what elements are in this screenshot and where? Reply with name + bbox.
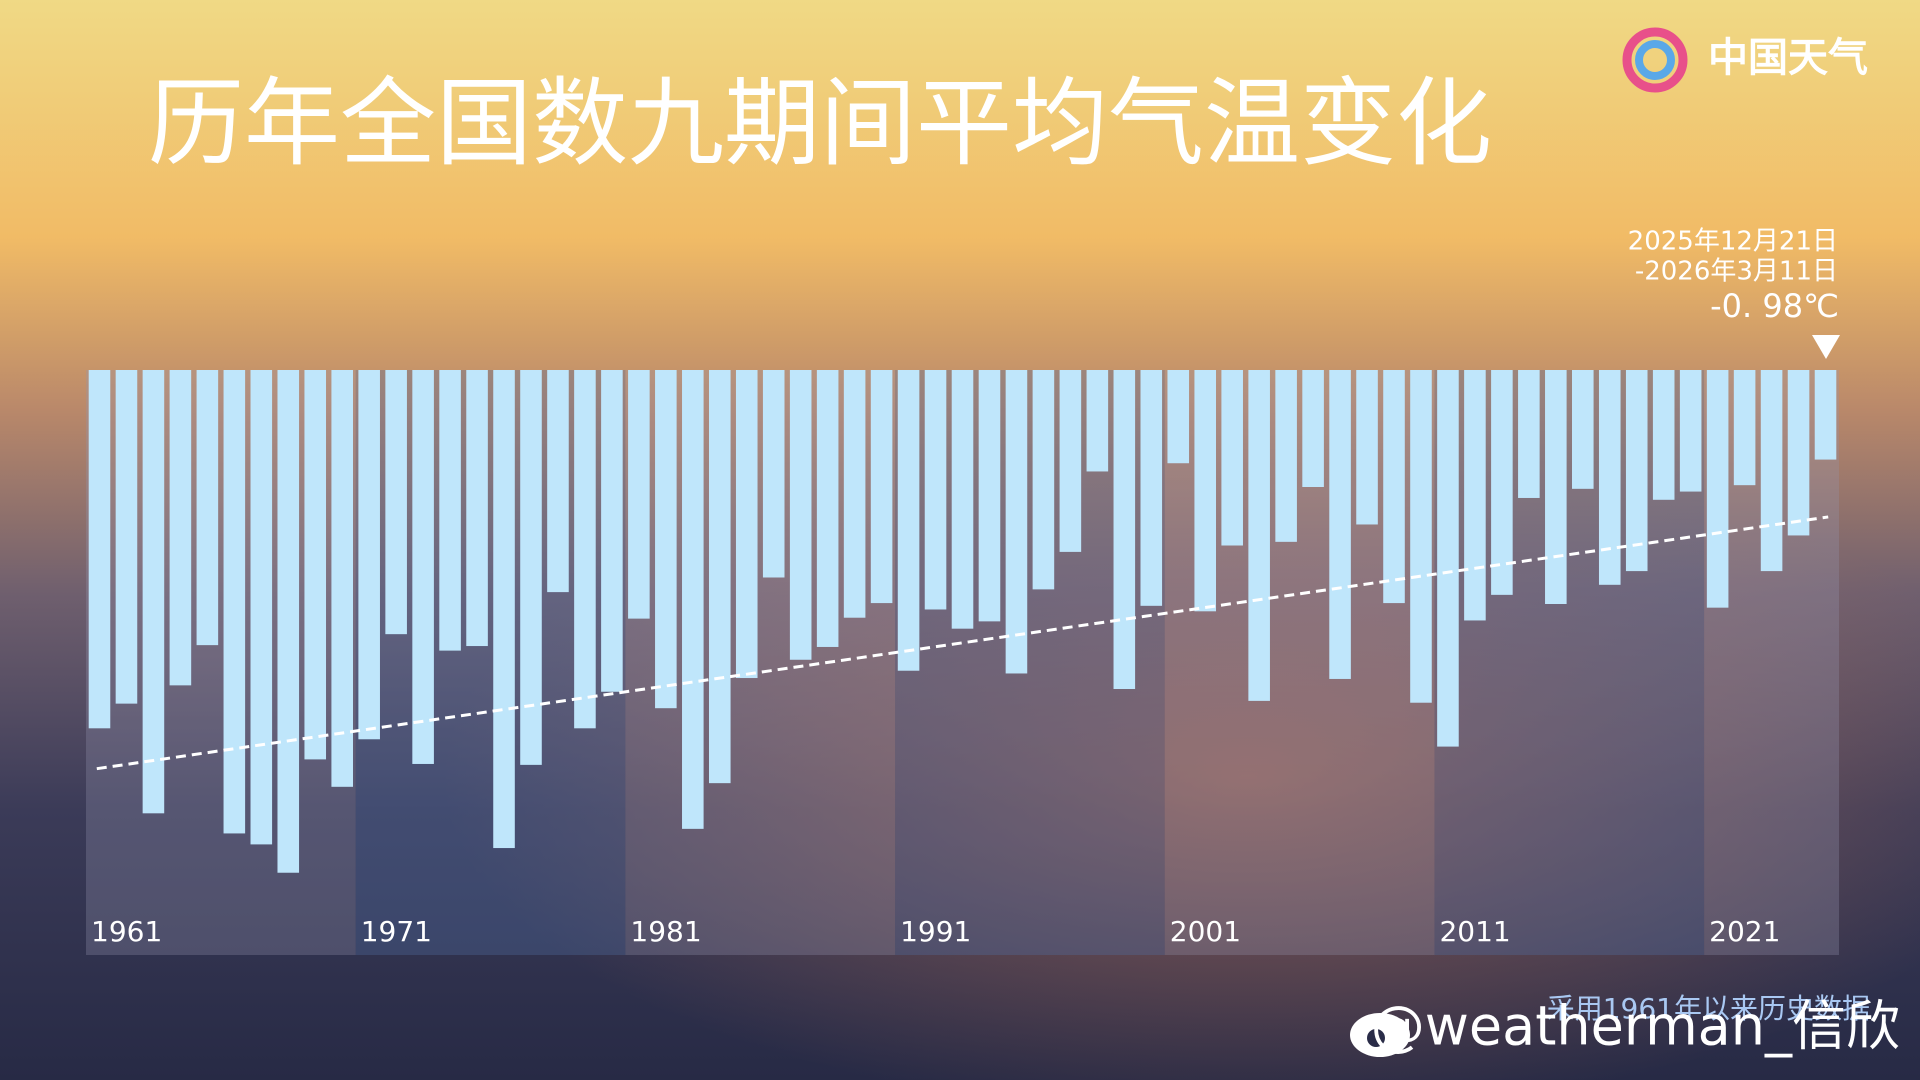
x-tick-label: 1991 bbox=[900, 915, 971, 948]
bar bbox=[1329, 370, 1351, 679]
pointer bbox=[1812, 335, 1840, 359]
bar bbox=[412, 370, 434, 764]
x-tick-label: 2001 bbox=[1170, 915, 1241, 948]
bar bbox=[1140, 370, 1163, 606]
bar bbox=[223, 370, 246, 834]
annotation: 2025年12月21日 bbox=[1628, 227, 1838, 257]
bar bbox=[1598, 370, 1621, 585]
x-tick-label: 2011 bbox=[1439, 915, 1510, 948]
bar bbox=[385, 370, 407, 635]
x-tick-label: 1961 bbox=[91, 915, 162, 948]
bar bbox=[466, 370, 488, 647]
bar bbox=[1194, 370, 1217, 612]
x-tick-label: 1981 bbox=[630, 915, 701, 948]
bar bbox=[358, 370, 380, 740]
bar bbox=[1572, 370, 1594, 489]
logo-icon-inner bbox=[1635, 40, 1675, 80]
logo-icon bbox=[1622, 27, 1688, 93]
bar bbox=[1383, 370, 1405, 604]
bar bbox=[978, 370, 1001, 622]
bar bbox=[1733, 370, 1756, 486]
bar bbox=[574, 370, 596, 729]
bar bbox=[493, 370, 515, 849]
x-tick-label: 2021 bbox=[1709, 915, 1780, 948]
bar bbox=[1518, 370, 1540, 498]
bar bbox=[115, 370, 138, 704]
bar bbox=[1679, 370, 1702, 492]
bar bbox=[870, 370, 893, 604]
bar bbox=[1302, 370, 1324, 487]
bar bbox=[628, 370, 650, 619]
bar bbox=[1086, 370, 1109, 472]
watermark: @weatherman_信欣 bbox=[1371, 995, 1900, 1058]
logo: 中国天气 bbox=[1622, 27, 1868, 93]
bar bbox=[789, 370, 812, 660]
bar bbox=[1787, 370, 1810, 536]
bar bbox=[1275, 370, 1297, 542]
bar bbox=[1032, 370, 1055, 590]
bar bbox=[708, 370, 731, 784]
bar bbox=[142, 370, 165, 814]
bar bbox=[1005, 370, 1028, 674]
bar bbox=[924, 370, 947, 610]
logo-text: 中国天气 bbox=[1708, 35, 1868, 81]
bar bbox=[1491, 370, 1513, 595]
bar bbox=[951, 370, 974, 629]
bar bbox=[250, 370, 273, 845]
annotation: -2026年3月11日 bbox=[1635, 257, 1838, 287]
bar bbox=[331, 370, 353, 787]
bar bbox=[1625, 370, 1648, 572]
weibo-icon-eye bbox=[1367, 1029, 1385, 1047]
bar bbox=[682, 370, 704, 829]
bar bbox=[1248, 370, 1270, 701]
bar bbox=[1113, 370, 1136, 690]
bar bbox=[897, 370, 920, 671]
bar bbox=[843, 370, 866, 618]
bar bbox=[439, 370, 461, 651]
bar bbox=[304, 370, 327, 760]
bar bbox=[1760, 370, 1783, 572]
trend-line bbox=[96, 515, 1829, 771]
bar bbox=[1167, 370, 1190, 464]
chart-title: 历年全国数九期间平均气温变化 bbox=[148, 67, 1492, 179]
bar bbox=[1437, 370, 1459, 747]
bar bbox=[1545, 370, 1567, 604]
bar bbox=[520, 370, 542, 765]
bar bbox=[816, 370, 839, 647]
bar bbox=[762, 370, 785, 578]
bar bbox=[1356, 370, 1378, 525]
value-label: -0. 98℃ bbox=[1710, 287, 1839, 325]
bar bbox=[196, 370, 219, 646]
bar bbox=[1652, 370, 1675, 500]
bar bbox=[169, 370, 192, 686]
bar bbox=[1410, 370, 1432, 703]
x-tick-label: 1971 bbox=[361, 915, 432, 948]
bar bbox=[1706, 370, 1729, 608]
bar bbox=[1464, 370, 1486, 621]
bar bbox=[655, 370, 677, 709]
weibo-icon bbox=[1350, 1013, 1410, 1057]
bar bbox=[277, 370, 300, 873]
bar bbox=[601, 370, 623, 692]
bar bbox=[1814, 370, 1837, 460]
plot: 1961 1971 1981 1991 2001 2011 2021 bbox=[86, 370, 1839, 955]
bar bbox=[1059, 370, 1082, 552]
bar bbox=[735, 370, 758, 679]
bar bbox=[547, 370, 569, 593]
footnote: 采用1961年以来历史数据 bbox=[1547, 992, 1870, 1025]
bar bbox=[1221, 370, 1243, 546]
bar bbox=[88, 370, 111, 729]
